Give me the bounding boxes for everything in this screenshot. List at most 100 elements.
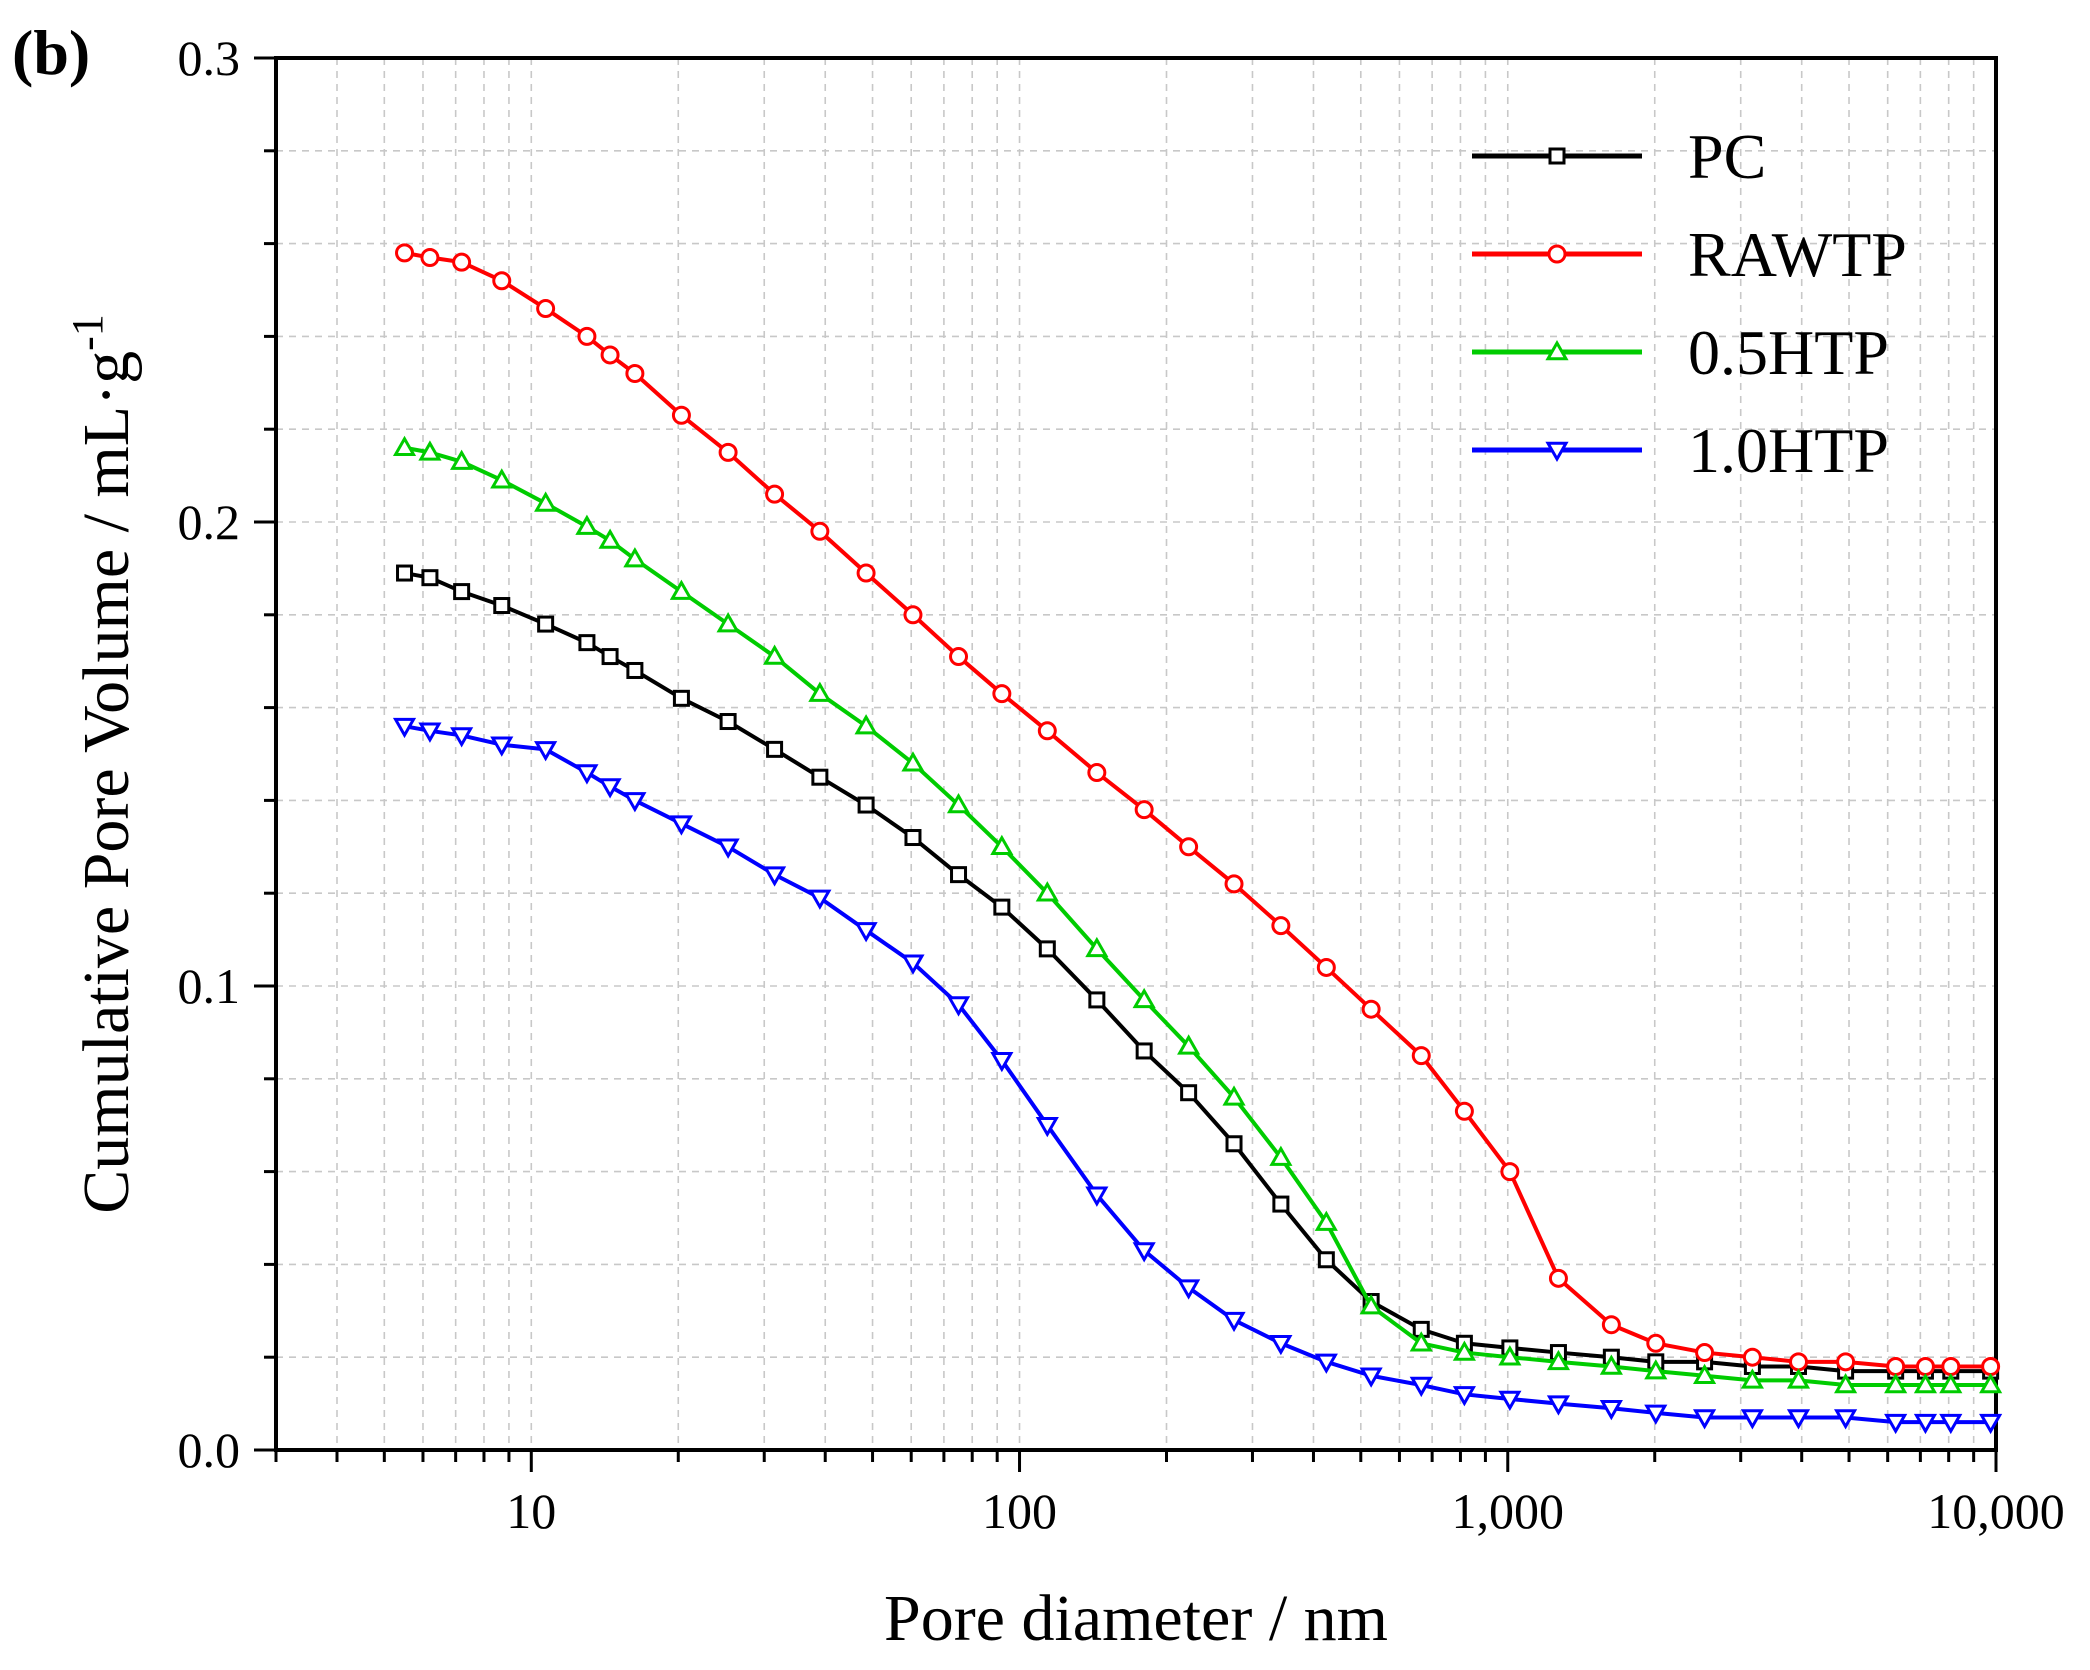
data-point [808,889,832,910]
data-point [1546,1349,1571,1371]
data-point [1222,1311,1246,1333]
data-point [1409,1376,1433,1398]
data-point [1979,1373,2003,1394]
series-layer [392,243,2003,1435]
data-point [1886,1356,1906,1376]
data-point [626,661,644,679]
data-point [420,248,440,268]
data-point [601,648,619,666]
y-tick-label: 0.1 [178,958,241,1014]
data-point [450,449,474,470]
data-point [1452,1386,1476,1407]
data-point [1913,1413,1938,1435]
series-pc [396,564,2000,1380]
y-axis-label: Cumulative Pore Volume / mL·g-1 [63,314,143,1214]
data-point [1314,1210,1338,1231]
data-point [1941,1356,1961,1376]
grid-layer [276,58,1996,1450]
data-point [1742,1347,1762,1367]
data-point [993,898,1011,916]
data-point [534,491,558,512]
data-point [1599,1354,1623,1375]
data-point [1548,1268,1568,1288]
data-point [1836,1352,1856,1372]
data-point [1180,1084,1198,1102]
legend-label: 1.0HTP [1688,415,1889,486]
legend-item: 1.0HTP [1472,415,1889,486]
data-point [1981,1356,2001,1376]
data-point [1222,1085,1246,1106]
data-point [418,722,442,743]
data-point [1135,1042,1153,1060]
data-point [1939,1413,1963,1435]
data-point [1085,936,1109,958]
data-point [1834,1373,1858,1394]
data-point [1225,1135,1243,1153]
data-point [1359,1367,1383,1388]
data-point [1132,987,1156,1009]
x-tick-label: 10 [506,1483,556,1539]
data-point [578,634,596,652]
legend-item: RAWTP [1472,219,1907,290]
data-point [1644,1359,1668,1380]
legend-label: 0.5HTP [1688,317,1889,388]
data-point [1269,1335,1293,1356]
data-point [854,922,878,943]
data-point [623,792,647,813]
data-point [536,299,556,319]
legend: PC RAWTP 0.5HTP 1.0HTP [1472,121,1907,486]
y-tick-label: 0.0 [178,1422,241,1478]
data-point [1695,1343,1715,1363]
y-tick-label: 0.3 [178,30,241,86]
data-point [1546,1395,1571,1416]
axis-ticks: 10 100 1,000 10,000 0.0 0.1 0.2 0.3 [178,30,2065,1539]
series-0-5htp [392,435,2003,1394]
data-point [1786,1409,1811,1430]
data-point [990,834,1014,856]
y-tick-label: 0.2 [178,494,241,550]
data-point [856,563,876,583]
data-point [946,996,971,1017]
data-point [1915,1356,1935,1376]
data-point [718,442,738,462]
data-point [492,271,512,291]
data-point [672,689,690,707]
data-point [766,740,784,758]
legend-marker [1545,441,1569,463]
data-point [395,243,415,263]
data-point [392,717,417,739]
legend-marker [1545,339,1569,361]
data-point [493,597,511,615]
data-point [625,364,645,384]
data-point [992,684,1012,704]
data-point [392,435,417,457]
data-point [1692,1409,1717,1430]
data-point [762,866,787,887]
series-1-0htp [392,717,2003,1435]
data-point [950,866,968,884]
data-point [453,583,471,601]
data-point [990,1051,1014,1073]
data-point [671,405,691,425]
data-point [716,612,740,633]
data-point [396,564,414,582]
data-point [1132,1242,1156,1263]
data-point [1035,1116,1059,1138]
data-point [1979,1413,2003,1435]
x-tick-label: 10,000 [1927,1483,2065,1539]
series-line [404,445,1991,1388]
data-point [719,713,737,731]
x-tick-label: 100 [982,1483,1057,1539]
data-point [765,484,785,504]
data-point [1740,1409,1764,1430]
data-point [1884,1373,1908,1394]
data-point [949,647,969,667]
data-point [669,815,694,836]
data-point [534,741,558,762]
data-point [1692,1363,1717,1385]
data-point [1939,1373,1963,1394]
data-point [1269,1145,1293,1166]
data-point [1601,1315,1621,1335]
data-point [1452,1340,1476,1361]
y-axis-label-superscript: -1 [63,314,112,351]
